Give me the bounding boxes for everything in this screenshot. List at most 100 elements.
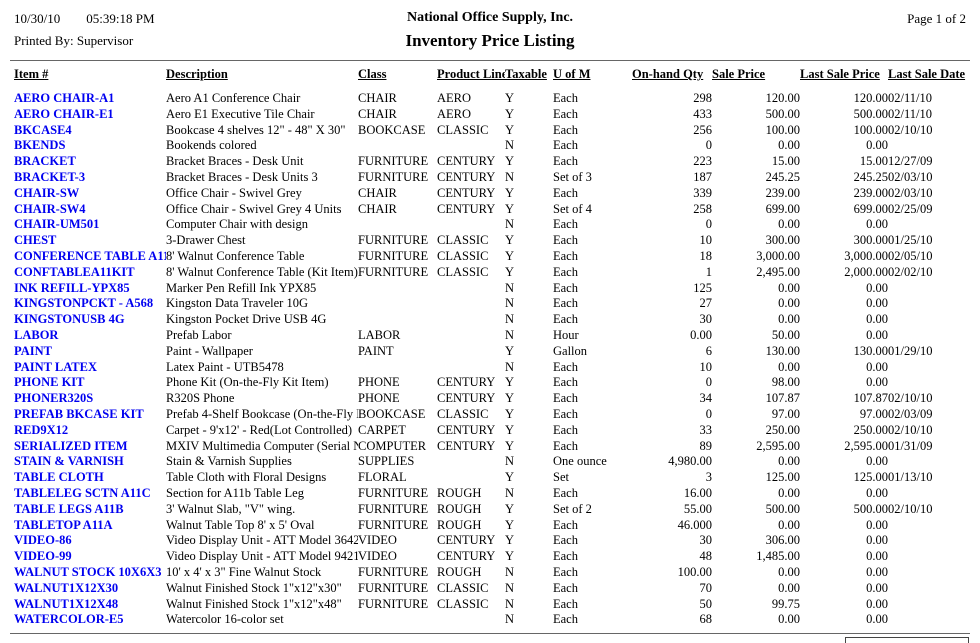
cell-taxable: N [505,612,515,627]
cell-item-number-link[interactable]: TABLE LEGS A11B [14,501,124,516]
cell-last-sale-price: 0.00 [866,138,888,153]
cell-last-sale-price: 0.00 [866,375,888,390]
cell-last-sale-price: 100.00 [853,122,888,137]
cell-last-sale-price: 300.00 [853,233,888,248]
cell-last-sale-price: 0.00 [866,359,888,374]
cell-item-number-link[interactable]: KINGSTONUSB 4G [14,312,125,327]
cell-last-sale-price: 0.00 [866,612,888,627]
cell-uofm: Each [553,375,578,390]
cell-item-number-link[interactable]: WALNUT STOCK 10X6X3 [14,564,162,579]
cell-item-number-link[interactable]: KINGSTONPCKT - A568 [14,296,154,311]
cell-class: VIDEO [358,549,397,564]
cell-item-number-link[interactable]: PREFAB BKCASE KIT [14,406,144,421]
cell-onhand-qty: 256 [693,122,712,137]
cell-item-number-link[interactable]: CHAIR-SW4 [14,201,86,216]
cell-item-number-link[interactable]: TABLE CLOTH [14,470,104,485]
table-row: PAINT LATEX Latex Paint - UTB5478 N Each 10 0… [14,360,980,376]
table-row: CHAIR-SW4 Office Chair - Swivel Grey 4 Un… [14,202,980,218]
cell-taxable: Y [505,470,515,485]
cell-item-number-link[interactable]: CONFTABLEA11KIT [14,264,135,279]
cell-product-line: ROUGH [437,501,482,516]
cell-last-sale-date: 02/10/10 [888,391,933,406]
cell-onhand-qty: 125 [693,280,712,295]
cell-uofm: Each [553,312,578,327]
cell-item-number-link[interactable]: SERIALIZED ITEM [14,438,128,453]
cell-item-number-link[interactable]: BKENDS [14,138,66,153]
cell-sale-price: 120.00 [765,91,800,105]
cell-item-number-link[interactable]: VIDEO-99 [14,549,72,564]
cell-class: BOOKCASE [358,406,426,421]
cell-taxable: Y [505,533,515,548]
cell-item-number-link[interactable]: LABOR [14,327,59,342]
cell-item-number-link[interactable]: PHONE KIT [14,375,85,390]
cell-taxable: N [505,454,515,469]
cell-item-number-link[interactable]: AERO CHAIR-A1 [14,91,115,105]
cell-item-number-link[interactable]: WALNUT1X12X30 [14,580,119,595]
cell-product-line: CLASSIC [437,580,489,595]
cell-item-number-link[interactable]: PHONER320S [14,391,94,406]
cell-taxable: Y [505,549,515,564]
cell-item-number-link[interactable]: INK REFILL-YPX85 [14,280,130,295]
cell-item-number-link[interactable]: AERO CHAIR-E1 [14,106,114,121]
cell-sale-price: 300.00 [765,233,800,248]
cell-last-sale-price: 0.00 [866,217,888,232]
table-row: SERIALIZED ITEM MXIV Multimedia Computer … [14,439,980,455]
printed-by: Printed By: Supervisor [14,33,134,48]
cell-class: PHONE [358,391,400,406]
cell-item-number-link[interactable]: BRACKET [14,154,76,169]
cell-item-number-link[interactable]: WATERCOLOR-E5 [14,612,124,627]
cell-item-number-link[interactable]: CONFERENCE TABLE A11 [14,248,166,263]
table-row: VIDEO-99 Video Display Unit - ATT Model 9… [14,549,980,565]
cell-last-sale-price: 0.00 [866,596,888,611]
cell-description: Bookends colored [166,138,257,153]
cell-class: FURNITURE [358,248,429,263]
cell-item-number-link[interactable]: CHAIR-SW [14,185,80,200]
cell-item-number-link[interactable]: PAINT LATEX [14,359,98,374]
cell-product-line [437,470,505,486]
cell-sale-price: 250.00 [765,422,800,437]
cell-item-number-link[interactable]: STAIN & VARNISH [14,454,124,469]
column-header-last-sale-date: Last Sale Date [888,67,966,81]
cell-description: Bracket Braces - Desk Units 3 [166,169,318,184]
cell-sale-price: 0.00 [778,312,800,327]
cell-item-number-link[interactable]: VIDEO-86 [14,533,72,548]
cell-onhand-qty: 339 [693,185,712,200]
cell-sale-price: 1,485.00 [756,549,800,564]
cell-uofm: Each [553,438,578,453]
cell-uofm: Set of 2 [553,501,592,516]
cell-class: CHAIR [358,106,397,121]
column-header-taxable: Taxable [505,67,547,81]
cell-item-number-link[interactable]: CHAIR-UM501 [14,217,100,232]
cell-class: PAINT [358,343,394,358]
cell-item-number-link[interactable]: RED9X12 [14,422,69,437]
cell-last-sale-date [888,581,980,597]
cell-item-number-link[interactable]: TABLELEG SCTN A11C [14,485,151,500]
cell-onhand-qty: 187 [693,169,712,184]
cell-description: Kingston Data Traveler 10G [166,296,308,311]
cell-uofm: Each [553,138,578,153]
cell-item-number-link[interactable]: WALNUT1X12X48 [14,596,119,611]
cell-class [358,138,437,154]
cell-description: 10' x 4' x 3" Fine Walnut Stock [166,564,322,579]
cell-item-number-link[interactable]: BKCASE4 [14,122,72,137]
cell-last-sale-date [888,565,980,581]
cell-uofm: Each [553,233,578,248]
cell-description: Table Cloth with Floral Designs [166,470,327,485]
cell-item-number-link[interactable]: TABLETOP A11A [14,517,113,532]
table-row: CHEST 3-Drawer Chest FURNITURE CLASSIC Y Each… [14,233,980,249]
company-name: National Office Supply, Inc. [406,10,574,25]
cell-item-number-link[interactable]: CHEST [14,233,57,248]
cell-last-sale-date [888,597,980,613]
cell-product-line: CENTURY [437,185,496,200]
table-row: PREFAB BKCASE KIT Prefab 4-Shelf Bookcase… [14,407,980,423]
cell-description: Carpet - 9'x12' - Red(Lot Controlled) [166,422,353,437]
cell-last-sale-date: 02/05/10 [888,248,933,263]
cell-product-line [437,612,505,628]
cell-item-number-link[interactable]: PAINT [14,343,52,358]
table-row: WATERCOLOR-E5 Watercolor 16-color set N Eac… [14,612,980,628]
cell-item-number-link[interactable]: BRACKET-3 [14,169,86,184]
cell-last-sale-date: 12/27/09 [888,154,933,169]
cell-product-line: CENTURY [437,154,496,169]
cell-onhand-qty: 10 [699,359,713,374]
